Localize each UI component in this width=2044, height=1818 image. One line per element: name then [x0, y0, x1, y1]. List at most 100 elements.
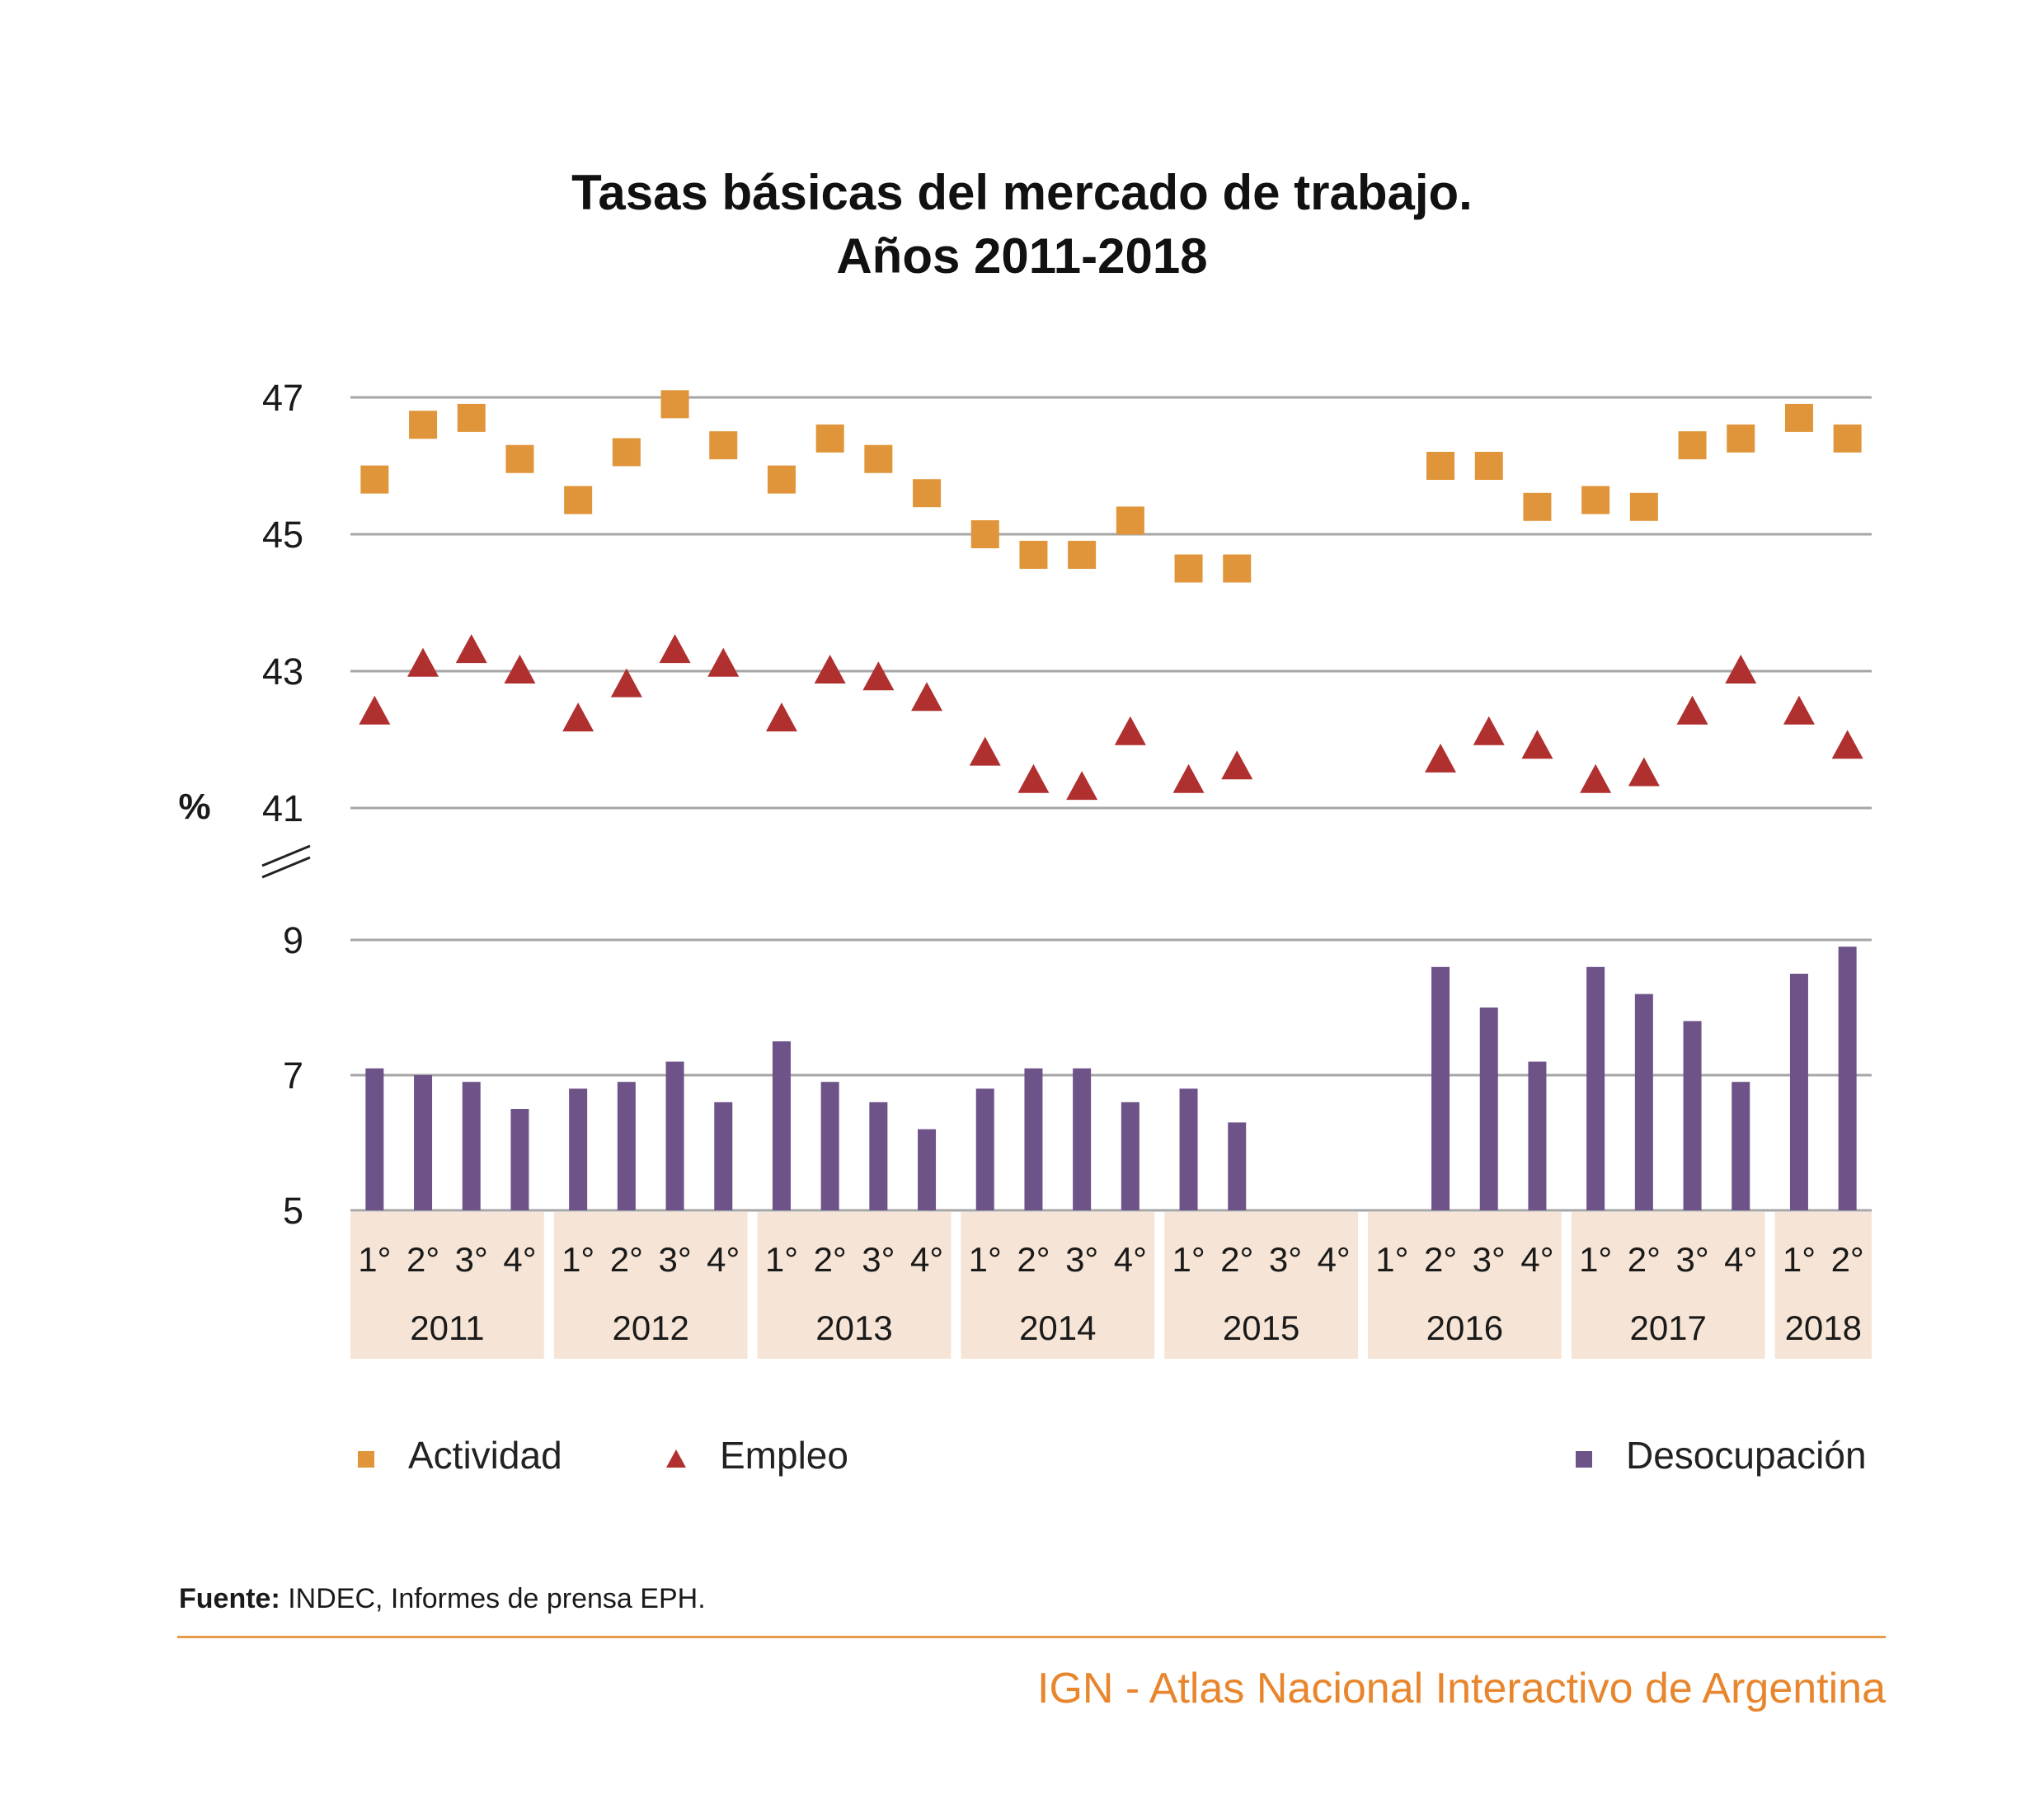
- axis-break-mark: [261, 856, 311, 879]
- y-axis-label: %: [178, 787, 210, 827]
- point-empleo: [862, 661, 895, 691]
- year-band-2015: [1164, 1212, 1358, 1359]
- point-empleo: [969, 736, 1001, 766]
- quarter-label: 4°: [707, 1240, 740, 1279]
- point-empleo: [1725, 655, 1757, 684]
- year-band-2017: [1571, 1212, 1765, 1359]
- bar-desocupacion: [510, 1109, 529, 1210]
- bar-desocupacion: [1179, 1088, 1198, 1210]
- y-tick-label: 41: [262, 787, 303, 829]
- point-empleo: [610, 668, 642, 698]
- bar-desocupacion: [1586, 966, 1605, 1210]
- point-actividad: [1523, 492, 1552, 521]
- legend-square-marker: [357, 1433, 375, 1477]
- point-empleo: [359, 695, 391, 725]
- legend-actividad: Actividad: [357, 1430, 562, 1480]
- source-text: INDEC, Informes de prensa EPH.: [280, 1583, 706, 1614]
- quarter-label: 2°: [1628, 1240, 1661, 1279]
- year-label-2014: 2014: [1019, 1308, 1096, 1347]
- legend-triangle-marker: [665, 1433, 687, 1477]
- point-actividad: [360, 465, 389, 494]
- bar-desocupacion: [1121, 1102, 1139, 1210]
- point-actividad: [913, 479, 942, 508]
- year-band-2011: [350, 1212, 544, 1359]
- point-actividad: [1019, 540, 1048, 569]
- quarter-label: 1°: [1579, 1240, 1612, 1279]
- quarter-label: 1°: [1172, 1240, 1205, 1279]
- point-actividad: [409, 411, 438, 439]
- point-empleo: [1172, 763, 1205, 793]
- bar-desocupacion: [1431, 966, 1450, 1210]
- quarter-label: 1°: [1375, 1240, 1408, 1279]
- bar-desocupacion: [820, 1082, 839, 1210]
- point-actividad: [1581, 486, 1610, 514]
- point-empleo: [765, 702, 797, 732]
- quarter-label: 1°: [765, 1240, 798, 1279]
- bar-desocupacion: [772, 1041, 791, 1210]
- point-empleo: [707, 647, 740, 677]
- quarter-label: 2°: [1424, 1240, 1457, 1279]
- quarter-label: 1°: [562, 1240, 594, 1279]
- point-actividad: [1784, 403, 1813, 432]
- year-band-2014: [961, 1212, 1155, 1359]
- bar-desocupacion: [918, 1129, 937, 1210]
- bar-desocupacion: [1683, 1021, 1702, 1210]
- bar-desocupacion: [975, 1088, 994, 1210]
- legend-empleo: Empleo: [665, 1430, 848, 1480]
- y-tick-label: 43: [262, 651, 303, 693]
- point-actividad: [1833, 424, 1862, 453]
- point-actividad: [564, 486, 593, 514]
- y-tick-label: 5: [283, 1190, 303, 1232]
- quarter-label: 2°: [1017, 1240, 1050, 1279]
- axis-break-mark: [261, 844, 311, 867]
- legend-desocupacion-label: Desocupación: [1626, 1434, 1867, 1477]
- year-band-2016: [1368, 1212, 1562, 1359]
- point-empleo: [1580, 763, 1612, 793]
- point-actividad: [1116, 506, 1144, 535]
- source-note: Fuente: INDEC, Informes de prensa EPH.: [179, 1583, 706, 1615]
- point-empleo: [1066, 771, 1098, 801]
- point-actividad: [1068, 540, 1097, 569]
- quarter-label: 4°: [503, 1240, 536, 1279]
- point-actividad: [1426, 452, 1455, 480]
- y-tick-label: 47: [262, 377, 303, 419]
- point-actividad: [1629, 492, 1658, 521]
- bar-desocupacion: [1073, 1068, 1092, 1210]
- bar-desocupacion: [665, 1061, 684, 1210]
- bar-desocupacion: [414, 1075, 433, 1210]
- legend-actividad-label: Actividad: [408, 1434, 562, 1477]
- bar-desocupacion: [569, 1088, 588, 1210]
- chart-title-line2: Años 2011-2018: [836, 228, 1208, 284]
- legend-desocupacion: Desocupación: [1575, 1430, 1867, 1480]
- quarter-label: 3°: [1675, 1240, 1708, 1279]
- point-actividad: [767, 465, 796, 494]
- quarter-label: 1°: [358, 1240, 391, 1279]
- point-empleo: [1831, 730, 1863, 759]
- bar-desocupacion: [1024, 1068, 1043, 1210]
- chart-title-line1: Tasas básicas del mercado de trabajo.: [571, 165, 1473, 220]
- quarter-label: 3°: [1473, 1240, 1506, 1279]
- year-band-2018: [1774, 1212, 1872, 1359]
- quarter-label: 4°: [1318, 1240, 1351, 1279]
- y-tick-label: 7: [283, 1055, 303, 1097]
- point-empleo: [911, 682, 943, 712]
- footer-divider: [177, 1636, 1886, 1638]
- bar-desocupacion: [365, 1068, 384, 1210]
- point-empleo: [407, 647, 439, 677]
- point-empleo: [1221, 750, 1253, 780]
- point-empleo: [1017, 763, 1050, 793]
- bar-desocupacion: [869, 1102, 888, 1210]
- quarter-label: 4°: [910, 1240, 943, 1279]
- point-actividad: [1678, 431, 1707, 460]
- bar-desocupacion: [1789, 974, 1808, 1210]
- year-label-2018: 2018: [1785, 1308, 1862, 1347]
- point-empleo: [562, 702, 594, 732]
- quarter-label: 2°: [1831, 1240, 1864, 1279]
- point-actividad: [457, 403, 486, 432]
- year-label-2012: 2012: [612, 1308, 688, 1347]
- quarter-label: 3°: [658, 1240, 691, 1279]
- quarter-label: 2°: [814, 1240, 847, 1279]
- year-label-2017: 2017: [1629, 1308, 1706, 1347]
